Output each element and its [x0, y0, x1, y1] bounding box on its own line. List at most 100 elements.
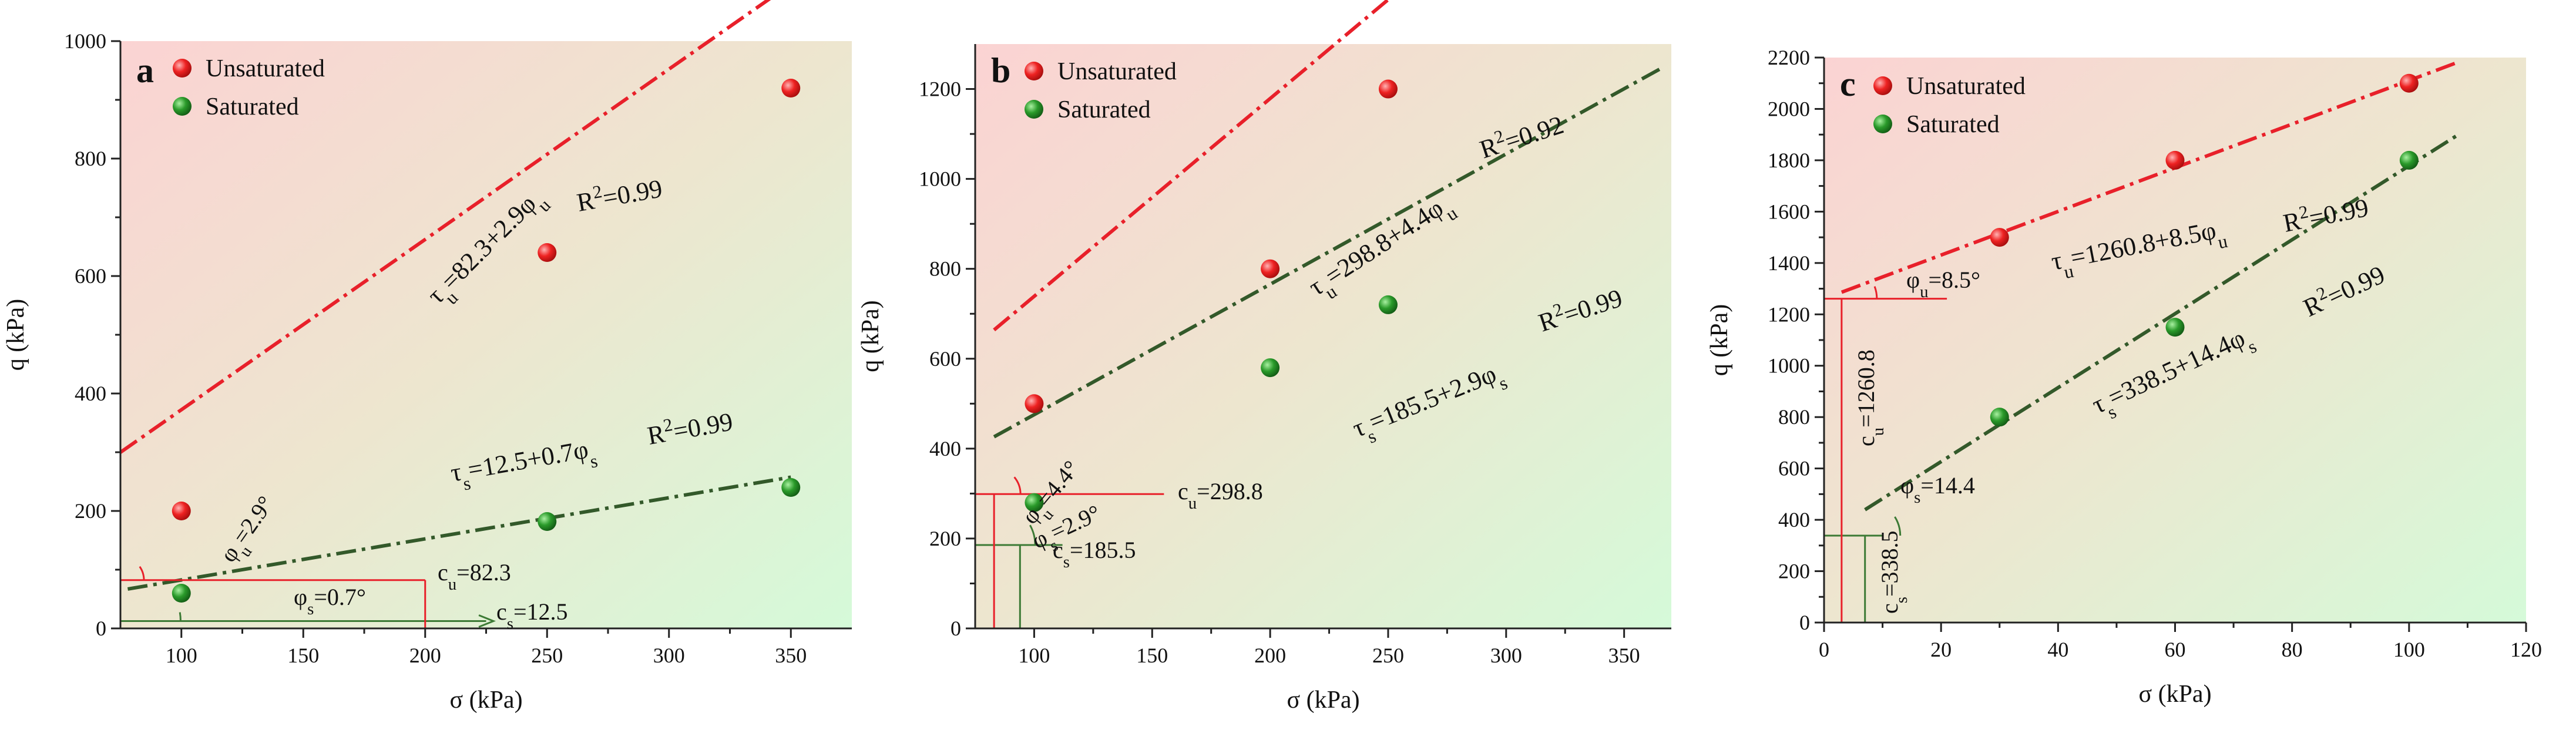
data-point-unsaturated [1261, 259, 1280, 278]
y-tick-label: 200 [929, 527, 961, 550]
y-axis-title: q (kPa) [857, 300, 884, 372]
x-tick-label: 0 [1819, 638, 1829, 661]
data-point-unsaturated [2165, 150, 2185, 170]
fit-line-saturated [1864, 134, 2457, 512]
angle-arc-unsaturated [1013, 476, 1022, 495]
x-tick-label: 100 [166, 644, 197, 667]
x-tick-label: 100 [2393, 638, 2425, 661]
legend-label: Saturated [206, 93, 299, 120]
y-tick-label: 1000 [64, 29, 106, 53]
plot-background [975, 44, 1671, 628]
data-point-unsaturated [781, 79, 801, 97]
y-tick-label: 600 [1778, 457, 1810, 480]
x-axis-title: σ (kPa) [449, 687, 522, 714]
cohesion-label-unsaturated: cu=1260.8 [1853, 349, 1888, 446]
data-point-unsaturated [2399, 73, 2419, 93]
data-point-saturated [1378, 295, 1398, 314]
fit-line-unsaturated [993, 0, 1391, 332]
data-point-saturated [538, 512, 557, 531]
cohesion-label-unsaturated: cu=298.8 [1178, 478, 1263, 513]
x-tick-label: 100 [1018, 644, 1050, 667]
y-tick-label: 600 [75, 264, 106, 288]
y-tick-label: 1200 [919, 78, 961, 101]
x-tick-label: 300 [653, 644, 685, 667]
x-tick-label: 120 [2510, 638, 2542, 661]
chart-panel-b: 100 150 200 250 300 350 0 200 400 600 800 1000 1200 σ… [857, 0, 1671, 714]
y-tick-label: 800 [75, 147, 106, 170]
panel-letter: a [136, 51, 154, 90]
data-point-saturated [1261, 358, 1280, 378]
y-tick-label: 200 [1778, 560, 1810, 583]
y-tick-label: 2000 [1768, 97, 1810, 120]
data-point-saturated [1990, 408, 2009, 427]
angle-arc-saturated [1029, 524, 1036, 546]
y-tick-label: 600 [929, 347, 961, 371]
legend-marker-saturated [1873, 115, 1892, 133]
data-point-unsaturated [172, 502, 191, 520]
data-point-saturated [2165, 318, 2185, 337]
y-tick-label: 0 [951, 617, 961, 640]
legend-marker-saturated [1025, 100, 1043, 119]
plot-background [120, 41, 852, 628]
cs-arrow-icon [478, 614, 496, 628]
friction-angle-unsaturated: φu=8.5° [1906, 267, 1980, 301]
r2-unsaturated: R2=0.99 [574, 171, 664, 217]
chart-panel-a: 100 150 200 250 300 350 0 200 400 600 800 1000 σ (kP… [2, 0, 852, 714]
plot-background [1824, 58, 2526, 623]
panel-letter: c [1840, 65, 1856, 103]
x-tick-label: 20 [1930, 638, 1952, 661]
legend-label: Saturated [1906, 111, 2000, 138]
fit-line-saturated [993, 68, 1661, 439]
fit-line-saturated [127, 475, 791, 591]
x-tick-label: 250 [1372, 644, 1404, 667]
legend-label: Unsaturated [206, 55, 325, 82]
chart-panel-c: 0 20 40 60 80 100 1200200400600800100012001400… [1706, 46, 2542, 708]
fit-line-unsaturated [1841, 61, 2457, 294]
data-point-saturated [2399, 150, 2419, 170]
y-tick-label: 0 [96, 617, 106, 640]
cohesion-label-unsaturated: cu=82.3 [438, 559, 511, 594]
y-tick-label: 1800 [1768, 149, 1810, 172]
y-axis-title: q (kPa) [1706, 304, 1733, 376]
data-point-saturated [172, 584, 191, 603]
legend-marker-saturated [173, 97, 192, 116]
x-tick-label: 300 [1490, 644, 1522, 667]
y-tick-label: 1200 [1768, 302, 1810, 326]
x-tick-label: 250 [531, 644, 563, 667]
x-axis-title: σ (kPa) [2138, 681, 2211, 708]
x-tick-label: 150 [287, 644, 319, 667]
friction-angle-saturated: φs=0.7° [294, 584, 366, 618]
data-point-unsaturated [1025, 394, 1044, 413]
y-tick-label: 2200 [1768, 46, 1810, 69]
legend-label: Unsaturated [1906, 73, 2026, 100]
friction-angle-saturated: φs=14.4 [1900, 472, 1975, 507]
data-point-unsaturated [538, 243, 557, 262]
y-tick-label: 1400 [1768, 251, 1810, 275]
y-tick-label: 1000 [1768, 354, 1810, 378]
legend-label: Unsaturated [1057, 58, 1177, 85]
panel-letter: b [991, 51, 1010, 90]
data-point-saturated [781, 478, 801, 497]
x-tick-label: 150 [1136, 644, 1168, 667]
cohesion-label-saturated: cs=338.5 [1876, 530, 1911, 614]
y-tick-label: 200 [75, 499, 106, 523]
y-tick-label: 800 [1778, 405, 1810, 429]
y-tick-label: 1000 [919, 167, 961, 191]
x-tick-label: 80 [2282, 638, 2303, 661]
legend-marker-unsaturated [1873, 76, 1892, 95]
x-tick-label: 200 [1254, 644, 1286, 667]
x-tick-label: 350 [1608, 644, 1640, 667]
x-tick-label: 40 [2047, 638, 2068, 661]
y-tick-label: 800 [929, 257, 961, 281]
data-point-saturated [1025, 493, 1044, 512]
x-tick-label: 200 [409, 644, 441, 667]
y-tick-label: 400 [75, 382, 106, 405]
cohesion-label-saturated: cs=185.5 [1053, 537, 1136, 571]
angle-arc-unsaturated [139, 566, 145, 580]
x-tick-label: 350 [775, 644, 807, 667]
x-tick-label: 60 [2165, 638, 2186, 661]
fit-line-unsaturated [119, 0, 771, 454]
data-point-unsaturated [1990, 228, 2009, 247]
y-tick-label: 1600 [1768, 200, 1810, 223]
